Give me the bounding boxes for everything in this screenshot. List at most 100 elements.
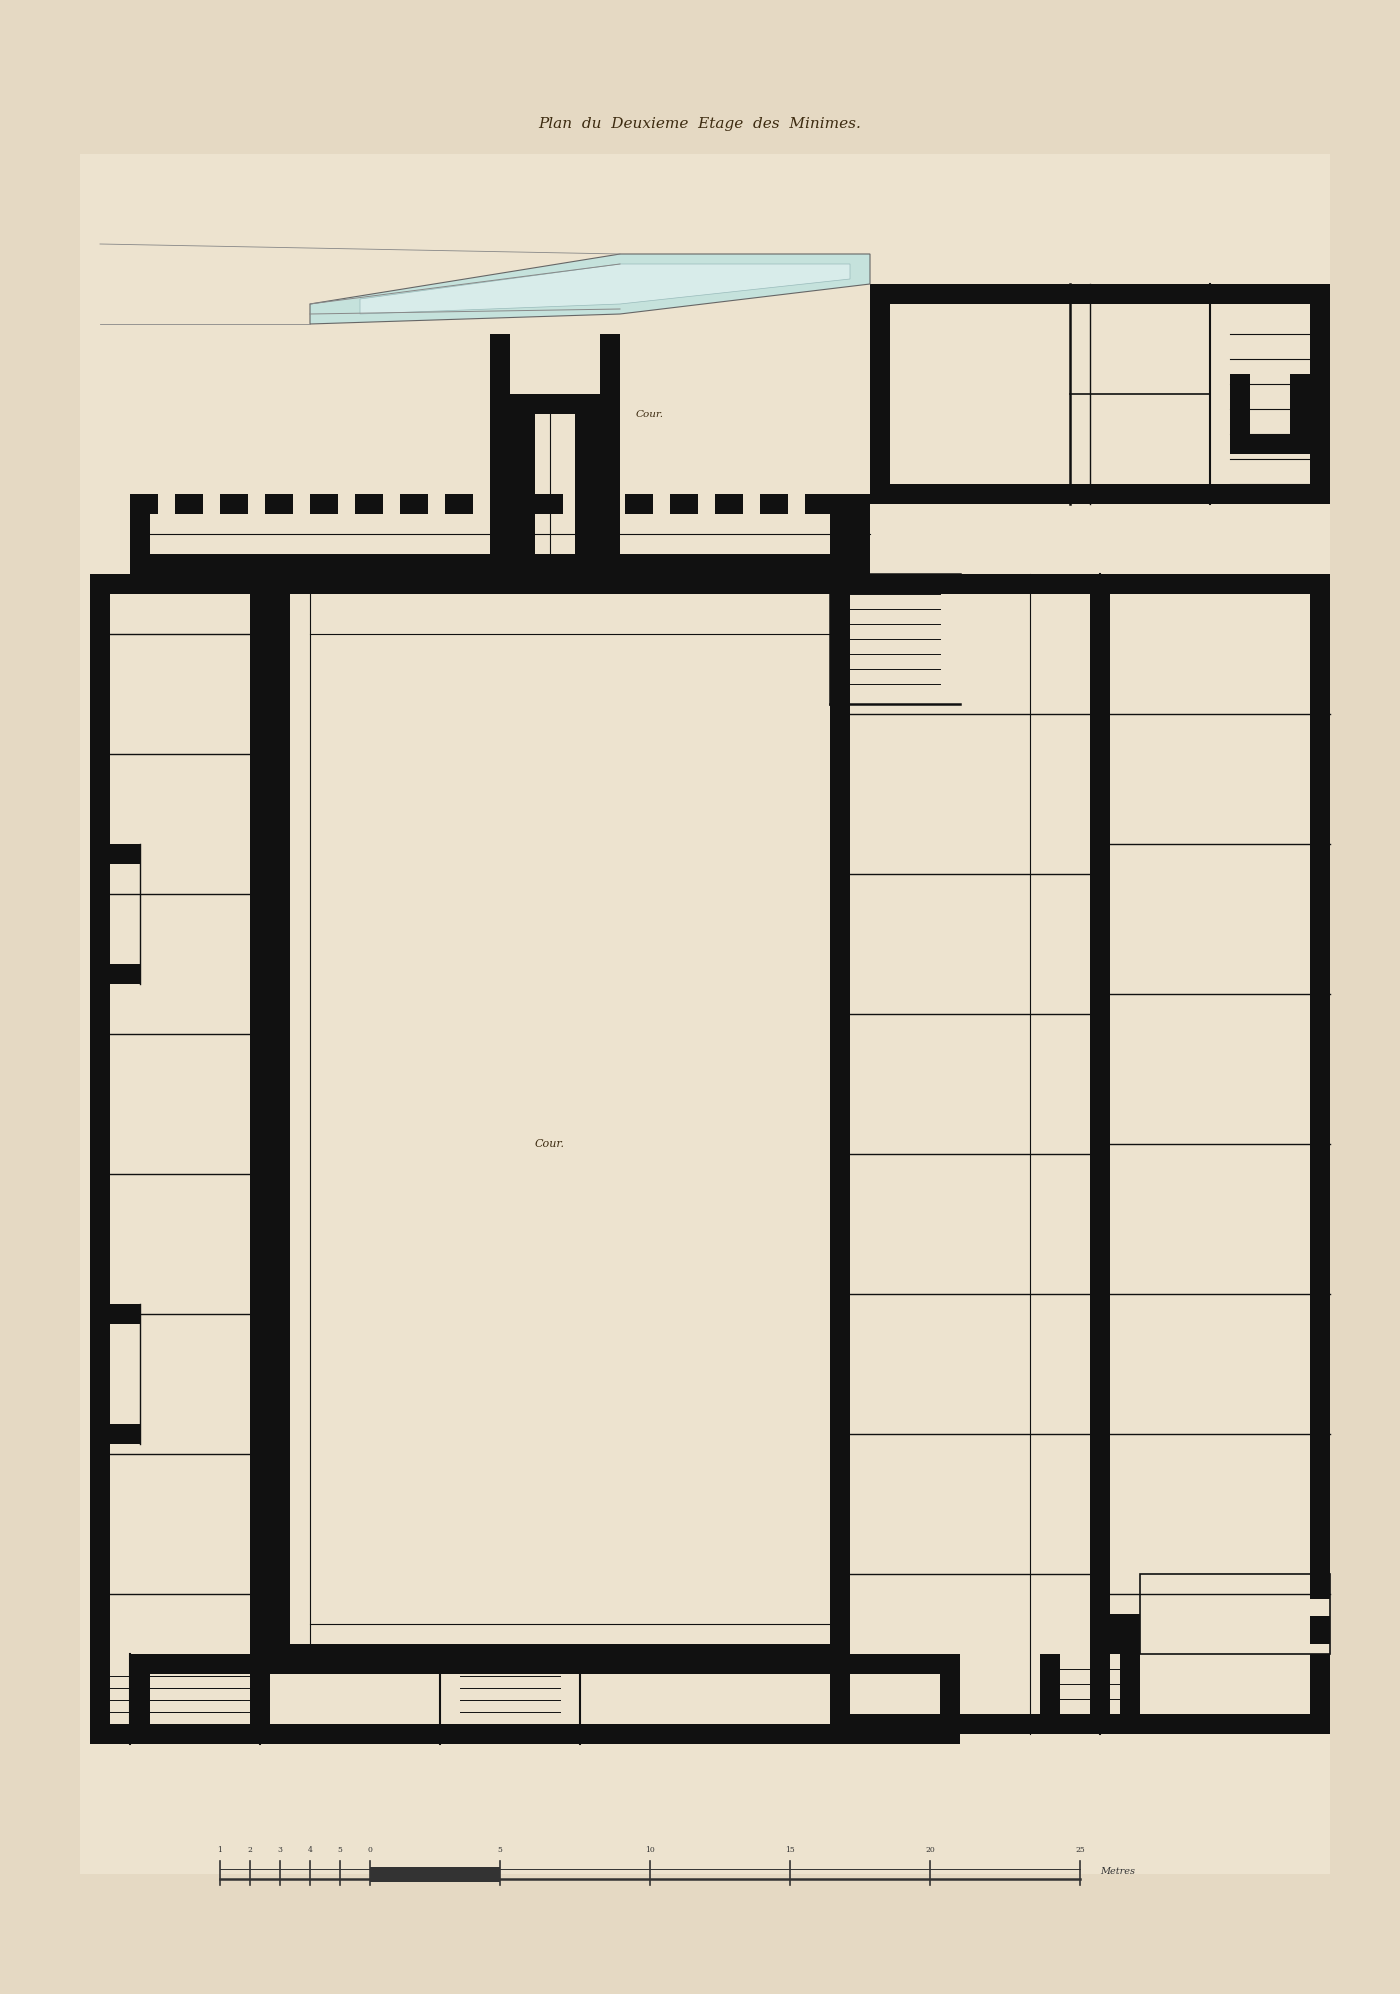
Bar xyxy=(895,1653,923,1675)
Bar xyxy=(360,1643,388,1665)
Bar xyxy=(251,1266,270,1294)
Bar xyxy=(830,716,850,744)
Bar xyxy=(760,1725,788,1745)
Bar xyxy=(309,495,337,514)
Bar xyxy=(90,772,111,800)
Bar xyxy=(251,1356,270,1384)
Bar xyxy=(251,816,270,843)
Bar xyxy=(535,1725,563,1745)
Bar xyxy=(830,1256,850,1284)
Bar xyxy=(90,1041,111,1069)
Bar xyxy=(1289,283,1310,303)
Bar xyxy=(1310,1121,1330,1149)
Bar xyxy=(130,1725,960,1745)
Text: 5: 5 xyxy=(497,1846,503,1854)
Bar xyxy=(585,1643,613,1665)
Bar xyxy=(830,672,850,700)
Bar xyxy=(830,1031,850,1059)
Bar xyxy=(1210,283,1235,303)
Bar xyxy=(251,1087,270,1115)
Bar xyxy=(830,1392,850,1420)
Bar xyxy=(1310,716,1330,744)
Bar xyxy=(1310,762,1330,790)
Bar xyxy=(1091,283,1114,303)
Bar xyxy=(90,1176,111,1204)
Bar xyxy=(90,1220,111,1248)
Bar xyxy=(251,951,270,979)
Text: 4: 4 xyxy=(308,1846,312,1854)
Text: Cour.: Cour. xyxy=(535,1139,566,1149)
Bar xyxy=(895,1725,923,1745)
Bar xyxy=(830,1346,850,1374)
Bar xyxy=(830,1707,850,1735)
Bar xyxy=(1100,1613,1330,1653)
Bar xyxy=(1310,672,1330,700)
Bar xyxy=(90,682,111,710)
Bar xyxy=(90,951,111,979)
Bar xyxy=(175,1725,203,1745)
Bar xyxy=(1091,1121,1110,1149)
Bar xyxy=(251,1131,270,1159)
Bar xyxy=(1310,1210,1330,1238)
Bar xyxy=(720,1643,748,1665)
Bar xyxy=(850,1653,878,1675)
Bar xyxy=(540,1643,568,1665)
Text: 10: 10 xyxy=(645,1846,655,1854)
Bar xyxy=(90,1653,111,1745)
Text: Plan  du  Deuxieme  Etage  des  Minimes.: Plan du Deuxieme Etage des Minimes. xyxy=(539,118,861,132)
Bar xyxy=(830,851,850,879)
Bar xyxy=(1310,1077,1330,1105)
Bar xyxy=(251,726,270,754)
Bar xyxy=(830,1077,850,1105)
Bar xyxy=(1120,1653,1140,1735)
Bar xyxy=(270,1482,290,1509)
Bar xyxy=(1310,459,1330,485)
Bar xyxy=(130,1653,960,1675)
Bar xyxy=(1310,1707,1330,1735)
Bar xyxy=(1091,895,1110,923)
Bar xyxy=(309,1725,337,1745)
Bar xyxy=(811,574,830,594)
Bar xyxy=(830,1715,1110,1735)
Bar xyxy=(830,1346,850,1374)
Bar xyxy=(90,1725,270,1745)
Bar xyxy=(1091,1210,1110,1238)
Bar xyxy=(1310,339,1330,365)
Bar xyxy=(760,1653,788,1675)
Bar xyxy=(715,495,743,514)
Bar xyxy=(869,379,890,405)
Bar xyxy=(130,1653,960,1745)
Bar xyxy=(869,303,890,323)
Bar xyxy=(939,1653,960,1675)
Bar xyxy=(1091,574,1110,1735)
Bar xyxy=(1170,283,1196,303)
Text: Cour.: Cour. xyxy=(636,409,664,419)
Bar xyxy=(251,995,270,1025)
Bar xyxy=(90,843,111,983)
Bar xyxy=(496,1643,524,1665)
Bar xyxy=(356,1725,384,1745)
Bar xyxy=(270,1643,830,1665)
Bar xyxy=(1310,1525,1330,1553)
Bar xyxy=(830,495,869,514)
Bar xyxy=(251,1176,270,1204)
Bar xyxy=(830,1436,850,1464)
Bar xyxy=(90,1087,111,1115)
Bar xyxy=(270,851,290,879)
Bar xyxy=(1091,580,1110,608)
Bar xyxy=(1310,1392,1330,1420)
Bar xyxy=(1091,985,1110,1015)
Bar xyxy=(270,1077,290,1105)
Bar xyxy=(830,806,850,833)
Bar xyxy=(540,574,568,594)
Bar xyxy=(830,1571,850,1599)
Bar xyxy=(490,1653,518,1675)
Bar xyxy=(130,495,158,514)
Bar xyxy=(1091,1392,1110,1420)
Bar xyxy=(90,1446,111,1474)
Bar xyxy=(830,574,850,1735)
Bar xyxy=(1310,626,1330,654)
Bar xyxy=(130,554,869,574)
Bar xyxy=(869,283,1330,504)
Bar xyxy=(251,772,270,800)
